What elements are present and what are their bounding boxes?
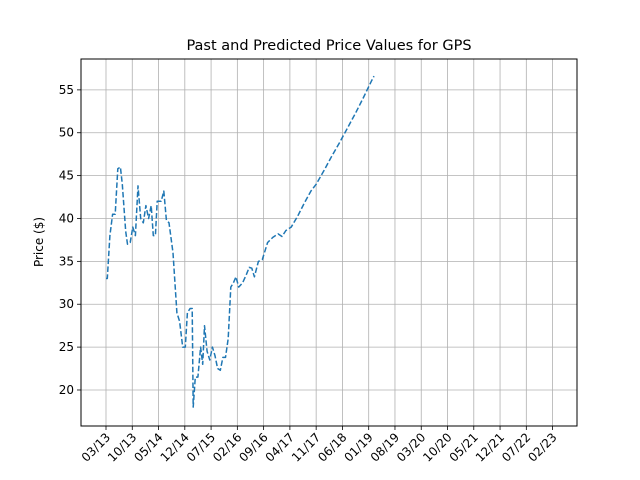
x-tick-label: 05/14 [131, 430, 165, 464]
y-tick-label: 35 [59, 254, 74, 268]
x-tick-label: 09/16 [236, 430, 270, 464]
x-tick-label: 02/16 [210, 430, 244, 464]
x-tick-label: 12/21 [473, 430, 507, 464]
y-tick-label: 50 [59, 126, 74, 140]
chart-title: Past and Predicted Price Values for GPS [186, 38, 471, 54]
x-tick-label: 05/21 [447, 430, 481, 464]
y-axis: 20 25 30 35 40 45 50 55 [59, 83, 81, 397]
x-tick-label: 12/14 [158, 430, 192, 464]
series-line-layer [106, 75, 375, 408]
x-tick-label: 03/20 [394, 430, 428, 464]
x-tick-label: 03/13 [79, 430, 113, 464]
x-tick-label: 07/22 [499, 430, 533, 464]
grid [81, 59, 577, 426]
x-tick-label: 01/19 [341, 430, 375, 464]
y-tick-label: 30 [59, 297, 74, 311]
x-axis: 03/1310/1305/1412/1407/1502/1609/1604/17… [79, 426, 560, 465]
series-line [106, 75, 375, 408]
y-tick-label: 25 [59, 340, 74, 354]
x-tick-label: 06/18 [315, 430, 349, 464]
plot-frame [80, 58, 578, 427]
x-tick-label: 07/15 [184, 430, 218, 464]
x-tick-label: 10/20 [420, 430, 454, 464]
x-tick-label: 04/17 [263, 430, 297, 464]
y-axis-label: Price ($) [32, 217, 46, 267]
x-tick-label: 02/23 [525, 430, 559, 464]
y-tick-label: 20 [59, 383, 74, 397]
x-tick-label: 08/19 [368, 430, 402, 464]
y-tick-label: 40 [59, 211, 74, 225]
x-tick-label: 11/17 [289, 430, 323, 464]
y-tick-label: 45 [59, 169, 74, 183]
x-tick-label: 10/13 [105, 430, 139, 464]
y-tick-label: 55 [59, 83, 74, 97]
